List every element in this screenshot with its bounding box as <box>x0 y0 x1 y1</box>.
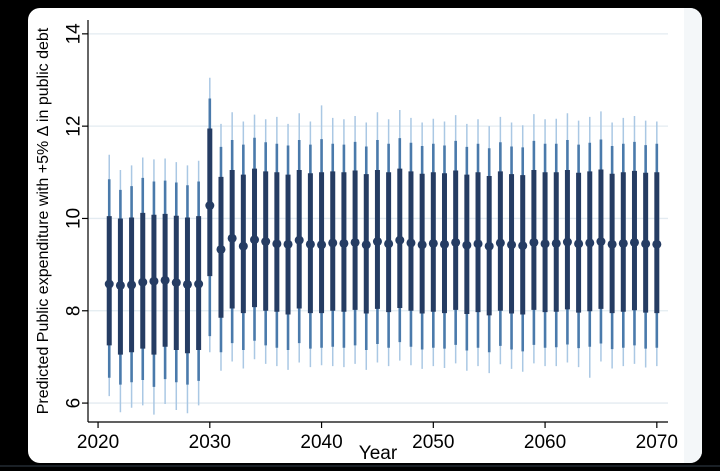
data-point <box>518 241 528 251</box>
y-tick-label: 8 <box>64 305 85 316</box>
data-point <box>652 239 662 249</box>
data-point <box>272 239 282 249</box>
x-tick-label: 2070 <box>636 432 678 453</box>
data-point <box>149 276 159 286</box>
data-point <box>194 279 204 289</box>
data-point <box>607 239 617 249</box>
data-point <box>317 240 327 250</box>
data-point <box>384 239 394 249</box>
data-point <box>328 238 338 248</box>
y-tick-label: 6 <box>64 398 85 409</box>
data-point <box>372 237 382 247</box>
data-point <box>618 238 628 248</box>
data-point <box>160 275 170 285</box>
data-point <box>540 239 550 249</box>
data-point <box>562 237 572 247</box>
data-point <box>596 237 606 247</box>
data-point <box>451 237 461 247</box>
data-point <box>227 233 237 243</box>
data-point <box>350 237 360 247</box>
data-point <box>529 237 539 247</box>
y-tick-label: 14 <box>64 23 85 45</box>
data-point <box>507 240 517 250</box>
data-point <box>473 239 483 249</box>
x-tick-label: 2020 <box>77 432 119 453</box>
data-point <box>395 235 405 245</box>
window-edge <box>0 465 720 467</box>
data-point <box>205 201 215 211</box>
x-tick-label: 2030 <box>189 432 231 453</box>
data-point <box>462 240 472 250</box>
data-point <box>439 239 449 249</box>
data-point <box>361 240 371 250</box>
data-point <box>283 239 293 249</box>
chart-card-edge <box>684 8 702 463</box>
data-point <box>417 240 427 250</box>
data-point <box>138 277 148 287</box>
data-point <box>115 280 125 290</box>
y-tick-label: 10 <box>64 208 85 229</box>
data-point <box>484 241 494 251</box>
data-point <box>250 235 260 245</box>
data-point <box>629 237 639 247</box>
x-tick-label: 2060 <box>524 432 566 453</box>
y-tick-label: 12 <box>64 116 85 137</box>
data-point <box>216 244 226 254</box>
data-point <box>305 239 315 249</box>
data-point <box>127 280 137 290</box>
data-point <box>574 239 584 249</box>
x-axis-title: Year <box>358 443 398 464</box>
data-point <box>641 239 651 249</box>
data-point <box>294 235 304 245</box>
x-tick-label: 2040 <box>300 432 342 453</box>
data-point <box>182 279 192 289</box>
data-point <box>495 238 505 248</box>
data-point <box>585 238 595 248</box>
data-point <box>551 238 561 248</box>
data-point <box>261 237 271 247</box>
data-point <box>171 278 181 288</box>
data-point <box>104 279 114 289</box>
data-point <box>238 241 248 251</box>
data-point <box>339 238 349 248</box>
data-point <box>428 238 438 248</box>
data-point <box>406 238 416 248</box>
x-tick-label: 2050 <box>412 432 454 453</box>
